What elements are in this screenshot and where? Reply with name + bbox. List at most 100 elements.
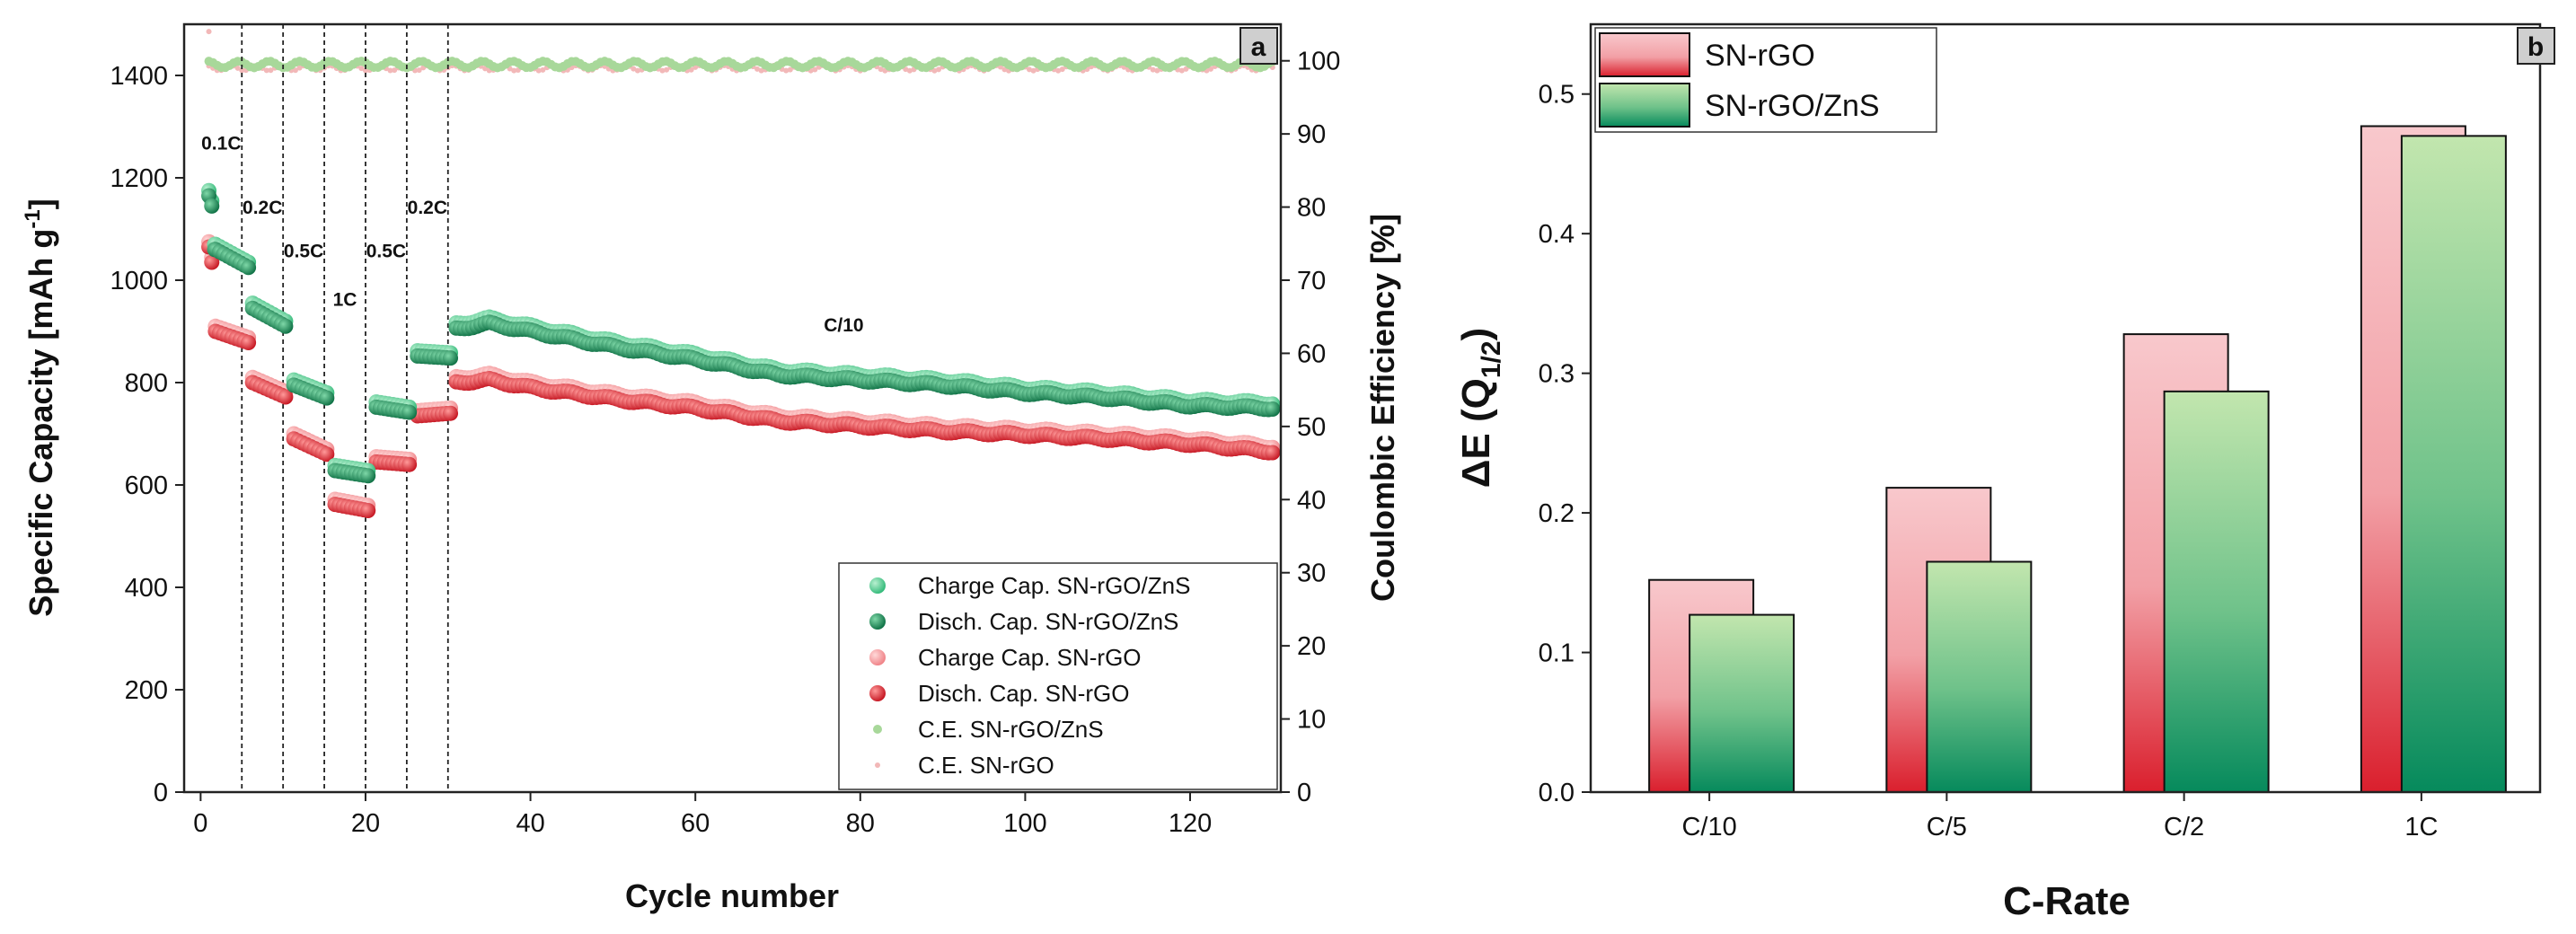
a-point-ce-sn-rgo xyxy=(1150,66,1156,73)
b-legend-label: SN-rGO/ZnS xyxy=(1705,89,1880,123)
a-y2-tick-label: 0 xyxy=(1297,779,1311,807)
a-y-tick-label: 800 xyxy=(125,369,168,398)
a-point-ce-sn-rgo xyxy=(906,67,913,74)
b-y-tick-label: 0.4 xyxy=(1539,220,1575,249)
a-rate-label: C/10 xyxy=(824,315,863,336)
a-point-disch-sn-rgo-zns xyxy=(360,468,376,484)
a-y-tick-label: 1200 xyxy=(110,164,168,193)
a-point-ce-sn-rgo xyxy=(206,29,212,35)
a-y2-tick-label: 60 xyxy=(1297,339,1326,368)
b-y-tick-label: 0.2 xyxy=(1539,499,1575,528)
b-legend-swatch xyxy=(1599,32,1690,77)
a-point-ce-sn-rgo xyxy=(263,67,269,74)
a-y-axis-label: Specific Capacity [mAh g-1] xyxy=(21,198,59,616)
panel-a-tag-box xyxy=(1239,27,1278,65)
a-point-ce-sn-rgo xyxy=(1178,67,1185,74)
a-y2-ticks: 0 10 20 30 40 50 60 70 80 90 100 xyxy=(1281,48,1340,807)
a-point-disch-sn-rgo-zns xyxy=(401,404,418,420)
a-point-ce-sn-rgo xyxy=(362,67,368,74)
a-point-ce-sn-rgo xyxy=(754,66,761,72)
a-x-tick-label: 40 xyxy=(516,809,544,838)
a-legend-marker xyxy=(869,649,886,665)
a-y2-tick-label: 20 xyxy=(1297,632,1326,661)
a-point-ce-sn-rgo xyxy=(936,66,942,73)
a-point-ce-sn-rgo xyxy=(239,67,245,74)
a-y2-tick-label: 50 xyxy=(1297,413,1326,442)
b-y-tick-label: 0.1 xyxy=(1539,639,1575,668)
panel-b-chart: C/10 C/5 C/2 1C 0.0 0.1 0.2 0.3 0.4 0.5 C-Rate Δ… xyxy=(1454,22,2555,923)
a-point-disch-sn-rgo-zns xyxy=(278,318,294,334)
a-point-ce-sn-rgo xyxy=(783,67,790,74)
a-point-disch-sn-rgo xyxy=(204,254,220,270)
a-point-disch-sn-rgo-zns xyxy=(1265,401,1281,418)
a-point-ce-sn-rgo xyxy=(234,65,241,71)
a-x-tick-label: 60 xyxy=(681,809,710,838)
b-plot-frame xyxy=(1589,22,2542,794)
a-y-tick-label: 1400 xyxy=(110,62,168,91)
a-y-tick-label: 200 xyxy=(125,676,168,705)
a-y-tick-label: 600 xyxy=(125,471,168,500)
a-legend-box xyxy=(838,562,1278,790)
a-x-axis-label: Cycle number xyxy=(625,877,839,914)
a-point-ce-sn-rgo xyxy=(535,67,542,74)
a-y2-tick-label: 70 xyxy=(1297,267,1326,295)
a-legend-marker xyxy=(873,725,882,734)
panel-b-tag: b xyxy=(2527,32,2544,62)
a-point-ce-sn-rgo xyxy=(392,67,398,74)
a-x-tick-label: 100 xyxy=(1003,809,1046,838)
a-y2-tick-label: 100 xyxy=(1297,48,1340,76)
a-legend: Charge Cap. SN-rGO/ZnS Disch. Cap. SN-rGO… xyxy=(838,562,1278,790)
a-point-disch-sn-rgo xyxy=(360,503,376,518)
a-y2-tick-label: 90 xyxy=(1297,120,1326,149)
a-point-ce-sn-rgo xyxy=(292,67,298,74)
a-point-ce-sn-rgo xyxy=(1026,66,1032,73)
a-point-ce-sn-rgo xyxy=(659,67,666,74)
a-rate-label: 0.1C xyxy=(201,134,241,154)
a-point-ce-sn-rgo xyxy=(1030,67,1037,74)
b-bars-group xyxy=(1648,125,2507,794)
b-x-tick-label: 1C xyxy=(2404,813,2438,841)
a-rate-label: 0.2C xyxy=(408,198,447,218)
a-point-ce-sn-rgo xyxy=(664,66,670,73)
a-rate-label: 0.5C xyxy=(366,241,406,261)
a-point-ce-sn-rgo xyxy=(387,67,393,74)
a-plot-frame xyxy=(182,22,1283,794)
b-legend-label: SN-rGO xyxy=(1705,39,1815,73)
a-point-disch-sn-rgo xyxy=(319,446,335,463)
a-legend-marker xyxy=(869,613,886,630)
a-point-ce-sn-rgo xyxy=(787,66,793,73)
b-x-tick-label: C/5 xyxy=(1927,813,1967,841)
a-point-disch-sn-rgo-zns xyxy=(241,260,257,276)
a-point-ce-sn-rgo xyxy=(268,67,274,74)
a-point-ce-sn-rgo xyxy=(634,67,640,74)
a-x-ticks: 0 20 40 60 80 100 120 xyxy=(193,792,1212,838)
a-point-ce-sn-rgo xyxy=(758,67,764,74)
a-point-disch-sn-rgo-zns xyxy=(443,350,459,366)
a-legend-label: C.E. SN-rGO/ZnS xyxy=(918,716,1104,743)
b-bar-sn-rgo-zns xyxy=(2163,390,2270,793)
a-y2-axis-label: Coulombic Efficiency [%] xyxy=(1364,214,1401,602)
panel-a-chart: 0 20 40 60 80 100 120 020040060080010001200140… xyxy=(21,22,1401,914)
b-x-tick-label: C/2 xyxy=(2164,813,2204,841)
a-x-tick-label: 20 xyxy=(351,809,380,838)
b-x-tick-label: C/10 xyxy=(1681,813,1736,841)
b-bar-sn-rgo-zns xyxy=(2400,135,2507,793)
a-point-disch-sn-rgo xyxy=(401,456,418,472)
a-y2-tick-label: 80 xyxy=(1297,194,1326,223)
panel-a-tag: a xyxy=(1251,32,1266,62)
a-point-ce-sn-rgo xyxy=(511,67,517,74)
b-bar-sn-rgo-zns xyxy=(1689,613,1795,794)
b-bar-sn-rgo-zns xyxy=(1926,560,2033,793)
a-rate-label: 0.2C xyxy=(243,198,282,218)
a-point-disch-sn-rgo xyxy=(241,335,257,351)
b-y-tick-label: 0.3 xyxy=(1539,360,1575,389)
b-y-ticks: 0.0 0.1 0.2 0.3 0.4 0.5 xyxy=(1539,81,1591,807)
a-point-ce-sn-rgo xyxy=(631,66,637,72)
b-x-axis-label: C-Rate xyxy=(2003,879,2130,923)
b-y-axis-label: ΔE (Q1/2) xyxy=(1454,328,1506,488)
b-x-ticks: C/10 C/5 C/2 1C xyxy=(1681,792,2438,841)
a-y-ticks: 0 200 400 600 800 1000 1200 1400 xyxy=(110,62,184,807)
a-legend-label: Charge Cap. SN-rGO xyxy=(918,644,1142,671)
a-point-ce-sn-rgo xyxy=(358,66,365,72)
a-legend-marker xyxy=(875,762,880,768)
